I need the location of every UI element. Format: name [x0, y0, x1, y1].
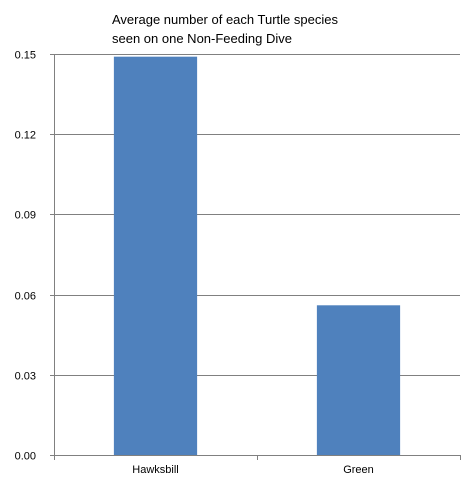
- bars: [113, 56, 401, 455]
- bar-green: [316, 305, 401, 455]
- y-tick-label: 0.03: [15, 371, 36, 383]
- y-tick-label: 0.00: [15, 451, 36, 463]
- y-tick-label: 0.12: [15, 130, 36, 142]
- y-tick-label: 0.15: [15, 50, 36, 62]
- bar-hawksbill: [113, 56, 198, 455]
- x-tick-label: Green: [343, 464, 374, 476]
- y-tick-label: 0.09: [15, 210, 36, 222]
- y-tick-label: 0.06: [15, 291, 36, 303]
- y-axis-ticks: 0.00 0.03 0.06 0.09 0.12 0.15: [15, 50, 54, 463]
- chart-title-line-2: seen on one Non-Feeding Dive: [112, 31, 292, 46]
- chart-title-line-1: Average number of each Turtle species: [112, 12, 338, 27]
- x-axis: Hawksbill Green: [54, 54, 461, 476]
- x-tick-label: Hawksbill: [132, 464, 178, 476]
